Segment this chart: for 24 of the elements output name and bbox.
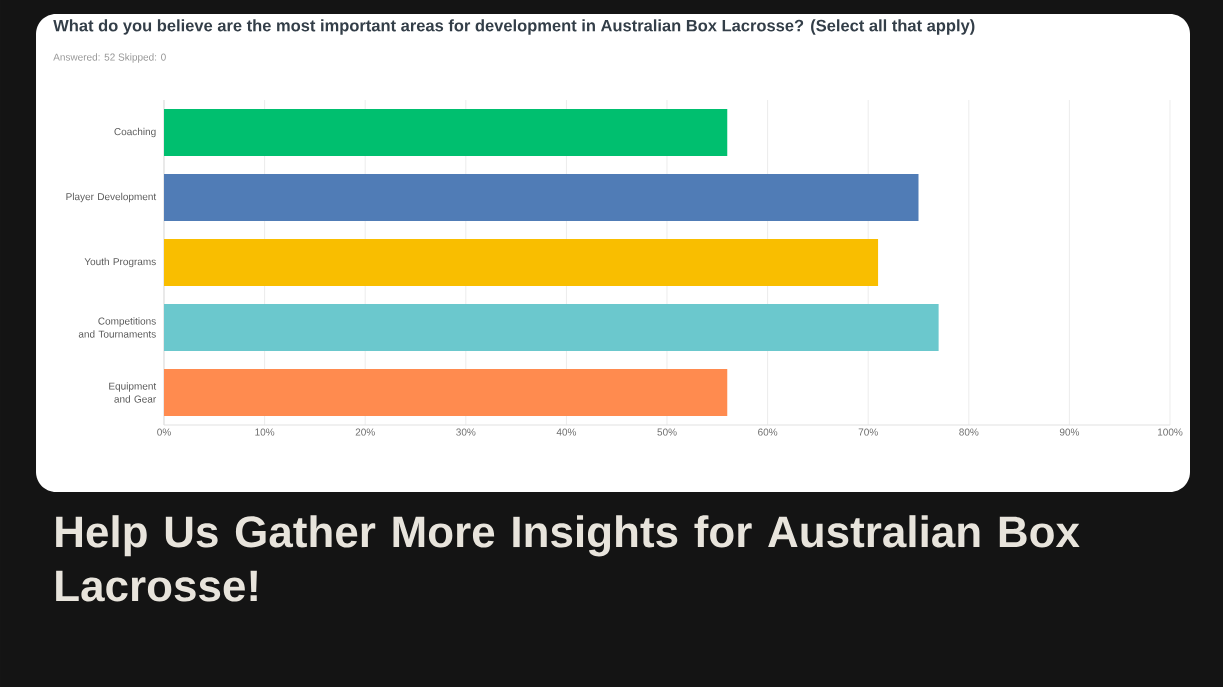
- x-tick-label: 40%: [556, 428, 577, 436]
- y-tick-label: Youth Programs: [84, 257, 156, 268]
- bar: [164, 238, 879, 286]
- chart-subtitle: Answered: 52 Skipped: 0: [53, 53, 166, 63]
- bar: [164, 368, 728, 416]
- y-tick-label: Equipment and Gear: [109, 382, 157, 403]
- x-tick-label: 10%: [255, 428, 275, 436]
- bar: [164, 109, 728, 156]
- bar: [164, 173, 919, 221]
- y-tick-label: Coaching: [114, 127, 156, 138]
- x-tick-label: 50%: [657, 428, 677, 436]
- x-tick-label: 80%: [959, 428, 979, 436]
- x-tick-label: 0%: [157, 428, 171, 436]
- x-tick-label: 60%: [758, 428, 778, 436]
- bar: [164, 303, 939, 351]
- x-tick-label: 100%: [1157, 428, 1183, 436]
- x-tick-label: 90%: [1059, 428, 1080, 436]
- y-tick-label: Competitions and Tournaments: [78, 317, 156, 338]
- x-tick-label: 30%: [456, 428, 476, 436]
- x-tick-label: 70%: [858, 428, 878, 436]
- chart-title: What do you believe are the most important areas for development in Australian Box Lacrosse? (Select all that apply): [53, 19, 975, 35]
- x-tick-label: 20%: [355, 428, 375, 436]
- y-tick-label: Player Development: [66, 192, 157, 203]
- text: Help Us Gather More Insights for Australian Box Lacrosse!: [56, 515, 1080, 602]
